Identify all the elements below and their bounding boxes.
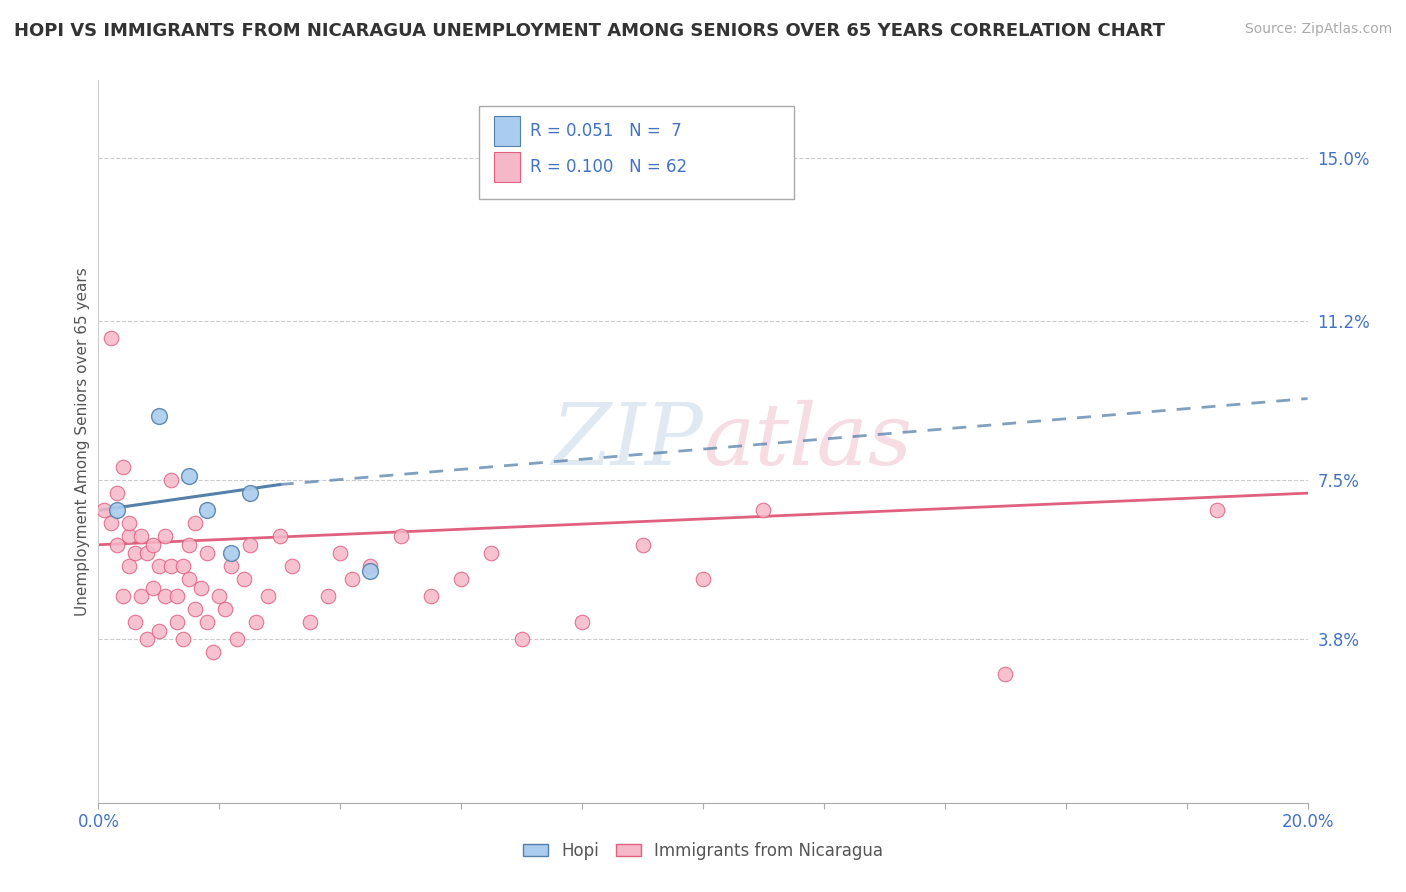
Point	[184, 602, 207, 616]
Point	[450, 572, 472, 586]
Point	[316, 590, 339, 604]
FancyBboxPatch shape	[494, 152, 520, 182]
Text: ZIP: ZIP	[551, 401, 703, 483]
Point	[166, 615, 188, 630]
Point	[239, 538, 262, 552]
Point	[100, 331, 122, 345]
Point	[360, 559, 382, 574]
Point	[221, 546, 243, 560]
Point	[105, 538, 128, 552]
Point	[111, 590, 134, 604]
Point	[172, 632, 194, 647]
Point	[135, 546, 157, 560]
Point	[195, 503, 218, 517]
Text: HOPI VS IMMIGRANTS FROM NICARAGUA UNEMPLOYMENT AMONG SENIORS OVER 65 YEARS CORRE: HOPI VS IMMIGRANTS FROM NICARAGUA UNEMPL…	[14, 22, 1166, 40]
Point	[214, 602, 236, 616]
Point	[124, 615, 146, 630]
Point	[105, 486, 128, 500]
Point	[299, 615, 322, 630]
Text: atlas: atlas	[703, 401, 912, 483]
Point	[93, 503, 115, 517]
Point	[420, 590, 443, 604]
Point	[190, 581, 212, 595]
Point	[142, 581, 165, 595]
Point	[160, 473, 183, 487]
Point	[510, 632, 533, 647]
FancyBboxPatch shape	[479, 105, 793, 200]
Point	[281, 559, 304, 574]
Point	[129, 529, 152, 543]
Point	[269, 529, 291, 543]
Point	[172, 559, 194, 574]
Point	[118, 559, 141, 574]
Point	[179, 469, 201, 483]
Point	[256, 590, 278, 604]
Text: R = 0.051   N =  7: R = 0.051 N = 7	[530, 122, 682, 140]
Text: R = 0.100   N = 62: R = 0.100 N = 62	[530, 158, 688, 176]
Point	[631, 538, 654, 552]
Point	[118, 516, 141, 531]
Point	[118, 529, 141, 543]
Point	[571, 615, 593, 630]
Point	[166, 590, 188, 604]
Point	[245, 615, 267, 630]
Point	[111, 460, 134, 475]
Y-axis label: Unemployment Among Seniors over 65 years: Unemployment Among Seniors over 65 years	[75, 268, 90, 615]
Point	[202, 645, 225, 659]
Point	[232, 572, 254, 586]
Point	[208, 590, 231, 604]
Point	[142, 538, 165, 552]
Point	[994, 666, 1017, 681]
Point	[239, 486, 262, 500]
Point	[195, 615, 218, 630]
Point	[221, 559, 243, 574]
Point	[153, 590, 176, 604]
Point	[752, 503, 775, 517]
Point	[148, 409, 170, 423]
Point	[692, 572, 714, 586]
Point	[105, 503, 128, 517]
Point	[226, 632, 249, 647]
Point	[389, 529, 412, 543]
Point	[148, 624, 170, 638]
Point	[179, 538, 201, 552]
Point	[184, 516, 207, 531]
Point	[179, 572, 201, 586]
Point	[100, 516, 122, 531]
Point	[124, 546, 146, 560]
Point	[195, 546, 218, 560]
Point	[360, 564, 382, 578]
Point	[160, 559, 183, 574]
Point	[342, 572, 364, 586]
Legend: Hopi, Immigrants from Nicaragua: Hopi, Immigrants from Nicaragua	[516, 836, 890, 867]
Point	[153, 529, 176, 543]
Point	[148, 559, 170, 574]
Point	[1206, 503, 1229, 517]
Point	[481, 546, 503, 560]
FancyBboxPatch shape	[494, 116, 520, 146]
Point	[135, 632, 157, 647]
Point	[129, 590, 152, 604]
Text: Source: ZipAtlas.com: Source: ZipAtlas.com	[1244, 22, 1392, 37]
Point	[329, 546, 352, 560]
